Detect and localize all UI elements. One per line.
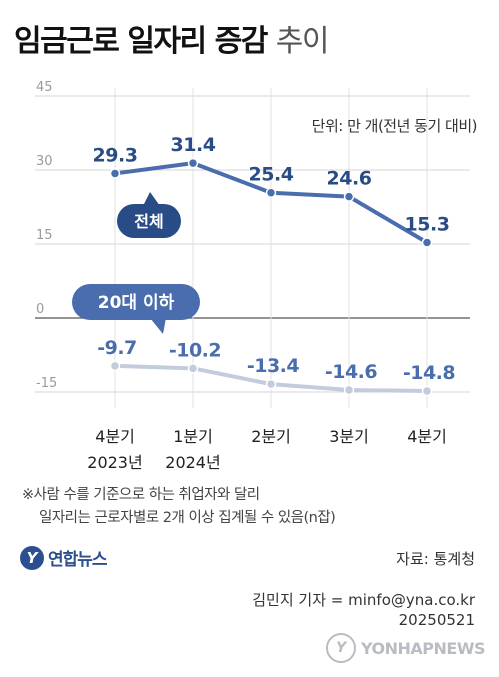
line-chart: 45 30 15 0 -15 29.3 31.4 25.4 24.6 15.3 -9.7 -10.2 -… (35, 80, 470, 472)
callout-total-bubble (117, 204, 181, 238)
x-tick-label-4: 4분기 (407, 427, 447, 446)
x-tick-year-0: 2023년 (87, 453, 142, 472)
series-1-point-4 (421, 385, 433, 397)
yonhap-logo-text: 연합뉴스 (48, 550, 108, 570)
callout-20s-label: 20대 이하 (98, 293, 175, 313)
series-0-point-3 (343, 191, 355, 202)
data-label-total-1: 31.4 (171, 134, 216, 156)
series-1-point-3 (343, 384, 355, 396)
data-label-total-4: 15.3 (405, 214, 450, 236)
watermark-icon: Y (326, 633, 356, 663)
unit-label: 단위: 만 개(전년 동기 대비) (311, 117, 478, 135)
chart-title: 임금근로 일자리 증감 추이 (14, 16, 330, 60)
series-0-point-2 (265, 187, 277, 198)
series-0-point-0 (109, 168, 121, 179)
reporter-credit: 김민지 기자 = minfo@yna.co.kr (252, 591, 475, 609)
credit: 김민지 기자 = minfo@yna.co.kr 20250521 (252, 590, 475, 630)
data-label-20s-4: -14.8 (403, 362, 456, 384)
footnote-line-1: ※사람 수를 기준으로 하는 취업자와 달리 (22, 487, 260, 503)
data-label-total-0: 29.3 (93, 144, 138, 166)
x-tick-label-0: 4분기 (95, 427, 135, 446)
y-tick-label-1: 30 (36, 154, 53, 169)
series-1-point-2 (265, 378, 277, 390)
x-tick-year-1: 2024년 (165, 453, 220, 472)
footnote: ※사람 수를 기준으로 하는 취업자와 달리 일자리는 근로자별로 2개 이상 … (22, 484, 336, 530)
title-main: 임금근로 일자리 증감 (14, 24, 268, 59)
series-0-point-1 (187, 157, 199, 169)
callout-total-pointer (143, 192, 160, 206)
data-label-total-3: 24.6 (327, 168, 372, 190)
data-label-20s-1: -10.2 (169, 339, 221, 361)
publish-date: 20250521 (398, 611, 475, 629)
callout-total-label: 전체 (134, 212, 163, 231)
series-0-point-4 (421, 237, 433, 248)
x-tick-label-2: 2분기 (251, 427, 291, 446)
data-label-total-2: 25.4 (249, 164, 294, 186)
y-tick-label-4: -15 (36, 376, 57, 391)
y-tick-label-3: 0 (36, 302, 44, 317)
footnote-line-2: 일자리는 근로자별로 2개 이상 집계될 수 있음(n잡) (39, 510, 336, 526)
data-label-20s-0: -9.7 (97, 337, 137, 359)
data-label-20s-3: -14.6 (325, 361, 378, 383)
series-1-point-1 (187, 363, 199, 374)
title-light: 추이 (275, 24, 330, 59)
source-label: 자료: 통계청 (396, 550, 475, 568)
callout-20s-pointer (150, 318, 166, 334)
y-tick-label-2: 15 (36, 228, 53, 243)
series-1-point-0 (109, 360, 121, 372)
x-tick-label-3: 3분기 (329, 427, 369, 446)
watermark-text: YONHAPNEWS (361, 638, 486, 658)
y-tick-label-0: 45 (36, 80, 53, 95)
yonhap-logo: Y 연합뉴스 (20, 545, 108, 570)
yonhap-logo-icon: Y (20, 545, 44, 570)
callout-20s-bubble (72, 284, 200, 320)
x-tick-label-1: 1분기 (173, 427, 213, 446)
data-label-20s-2: -13.4 (247, 355, 300, 377)
yonhapnews-watermark: Y YONHAPNEWS (326, 633, 486, 663)
